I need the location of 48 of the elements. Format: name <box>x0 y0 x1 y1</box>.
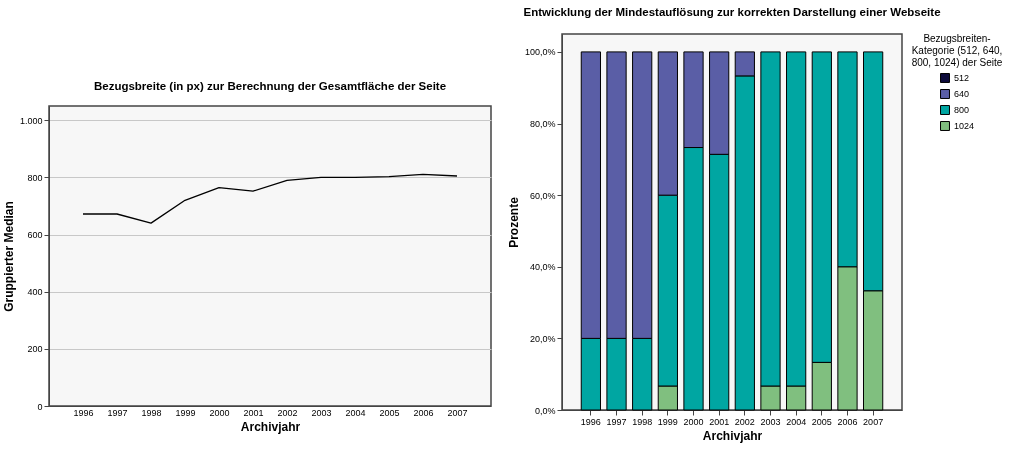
x-tick-label: 1999 <box>657 416 678 427</box>
y-tick-label: 100,0% <box>524 47 556 58</box>
chart-title: Bezugsbreite (in px) zur Berechnung der Gesamtfläche der Seite <box>93 79 447 92</box>
legend-label: 640 <box>954 89 970 99</box>
legend-label: 800 <box>954 105 970 115</box>
y-tick-label: 200 <box>27 344 43 355</box>
x-tick-label: 1996 <box>580 416 601 427</box>
x-tick-label: 2003 <box>760 416 781 427</box>
y-tick-label: 60,0% <box>529 190 556 201</box>
legend-label: 512 <box>954 73 970 83</box>
x-tick-label: 2000 <box>683 416 704 427</box>
x-tick-label: 2006 <box>837 416 858 427</box>
y-tick-label: 1.000 <box>19 115 43 126</box>
x-tick-label: 2007 <box>863 416 884 427</box>
x-tick-label: 2005 <box>379 407 400 418</box>
y-axis-title: Prozente <box>506 196 521 248</box>
y-tick-label: 40,0% <box>529 262 556 273</box>
line-series <box>82 173 458 224</box>
x-tick-label: 2003 <box>311 407 332 418</box>
x-tick-label: 2006 <box>413 407 434 418</box>
x-tick-label: 2004 <box>345 407 366 418</box>
y-axis-title: Gruppierter Median <box>1 201 16 312</box>
x-tick-label: 2007 <box>447 407 468 418</box>
x-axis-title: Archivjahr <box>702 428 763 443</box>
y-tick-label: 80,0% <box>529 119 556 130</box>
x-tick-label: 2005 <box>811 416 832 427</box>
y-tick-label: 400 <box>27 287 43 298</box>
x-tick-label: 1997 <box>606 416 627 427</box>
x-tick-label: 1998 <box>632 416 653 427</box>
x-tick-label: 1997 <box>107 407 128 418</box>
y-tick-label: 0 <box>37 401 43 412</box>
x-tick-label: 2001 <box>243 407 264 418</box>
chart-title: Entwicklung der Mindestauflösung zur korrekten Darstellung einer Webseite <box>523 5 941 18</box>
y-tick-label: 0,0% <box>534 405 556 416</box>
x-tick-label: 2002 <box>277 407 298 418</box>
y-tick-label: 800 <box>27 172 43 183</box>
x-tick-label: 2002 <box>734 416 755 427</box>
x-tick-label: 2004 <box>786 416 807 427</box>
x-tick-label: 1996 <box>73 407 94 418</box>
x-tick-label: 1998 <box>141 407 162 418</box>
x-axis-title: Archivjahr <box>240 419 301 434</box>
legend-title: Bezugsbreiten-Kategorie (512, 640, 800, 1024) der Seite <box>911 33 1003 68</box>
legend-label: 1024 <box>954 121 975 131</box>
x-tick-label: 1999 <box>175 407 196 418</box>
x-tick-label: 2001 <box>709 416 730 427</box>
y-tick-label: 600 <box>27 230 43 241</box>
x-tick-label: 2000 <box>209 407 230 418</box>
y-tick-label: 20,0% <box>529 333 556 344</box>
